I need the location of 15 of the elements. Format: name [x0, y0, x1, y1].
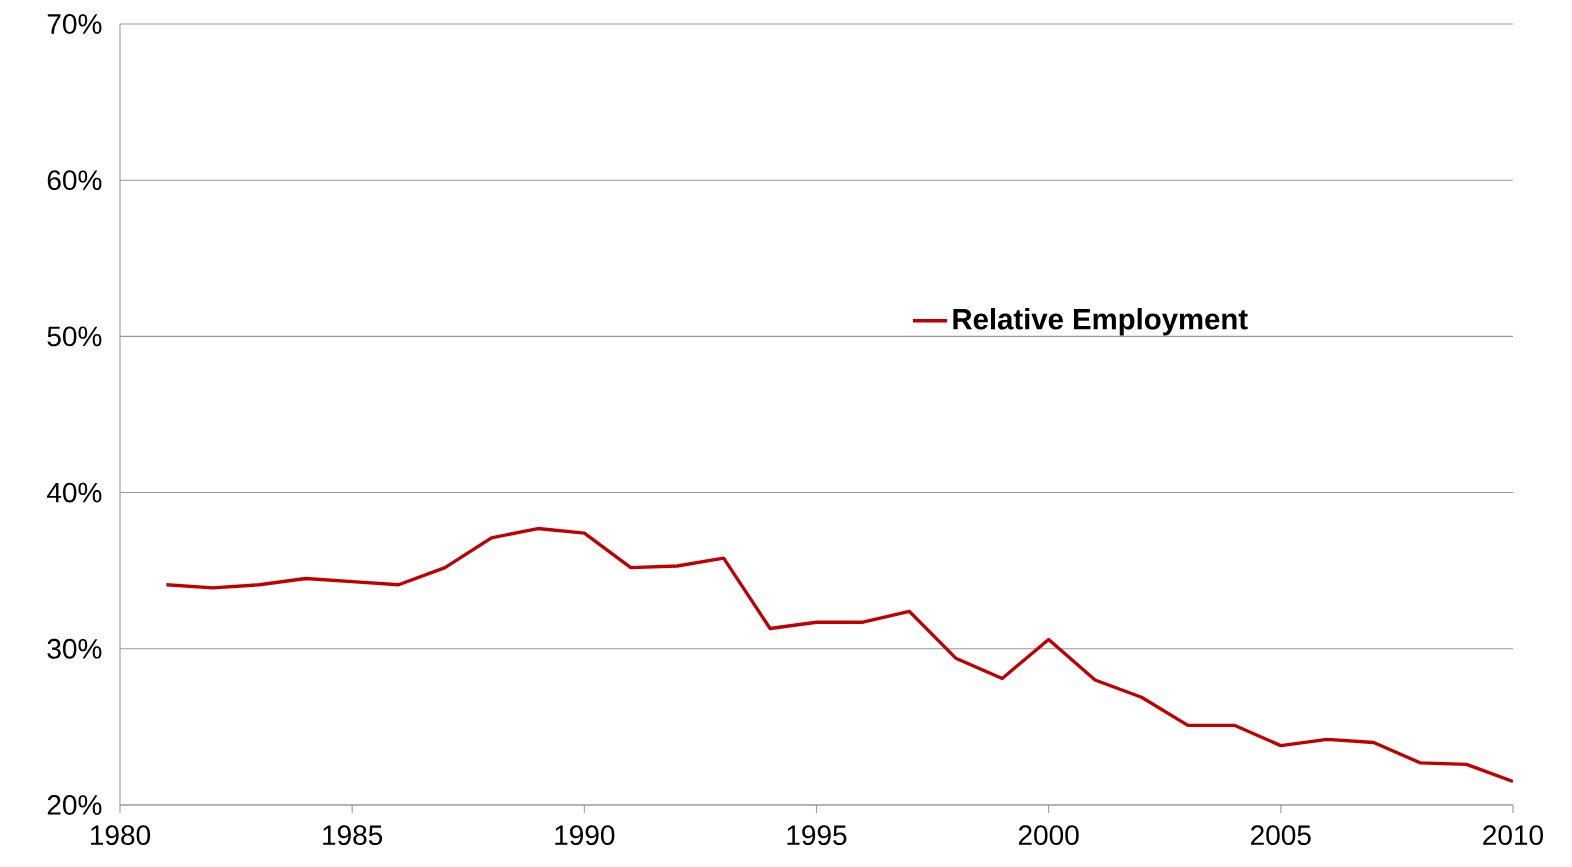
line-series: [164, 526, 1513, 784]
y-tick-label: 30%: [47, 638, 102, 659]
x-tick-label: 1985: [323, 825, 383, 846]
x-tick-label: 1995: [787, 825, 847, 846]
x-tick-label: 1980: [91, 825, 151, 846]
y-tick-label: 50%: [47, 326, 102, 347]
x-tick-label: 2005: [1251, 825, 1311, 846]
y-tick-label: 20%: [47, 795, 102, 815]
x-tick-label: 2000: [1018, 825, 1079, 846]
x-tick-label: 2010: [1483, 825, 1543, 846]
y-tick-label: 40%: [47, 482, 102, 503]
legend-label: Relative Employment: [953, 308, 1248, 336]
y-tick-label: 60%: [47, 170, 102, 191]
x-tick-label: 1990: [555, 825, 615, 846]
y-tick-label: 70%: [47, 14, 102, 34]
